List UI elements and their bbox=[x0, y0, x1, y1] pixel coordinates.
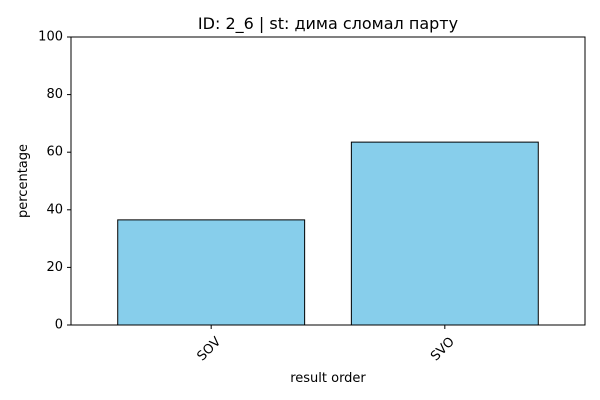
y-tick-label: 0 bbox=[55, 318, 63, 333]
x-tick-label: SVO bbox=[428, 334, 458, 364]
bar-sov bbox=[117, 219, 306, 326]
y-axis: 0 20 40 60 80 100 bbox=[38, 30, 71, 333]
y-axis-label: percentage bbox=[16, 144, 31, 218]
y-tick-label: 40 bbox=[46, 202, 63, 217]
bars-layer bbox=[117, 141, 539, 326]
plot-frame bbox=[70, 36, 586, 326]
y-tick-label: 60 bbox=[46, 145, 63, 160]
x-tick-label: SOV bbox=[194, 334, 224, 364]
y-tick-label: 100 bbox=[38, 30, 63, 45]
y-tick-label: 80 bbox=[46, 87, 63, 102]
bar-svo bbox=[350, 141, 539, 326]
x-axis: SOV SVO bbox=[194, 325, 458, 364]
chart-title: ID: 2_6 | st: дима сломал парту bbox=[198, 14, 458, 34]
x-axis-label: result order bbox=[290, 371, 366, 386]
y-tick-label: 20 bbox=[46, 260, 63, 275]
